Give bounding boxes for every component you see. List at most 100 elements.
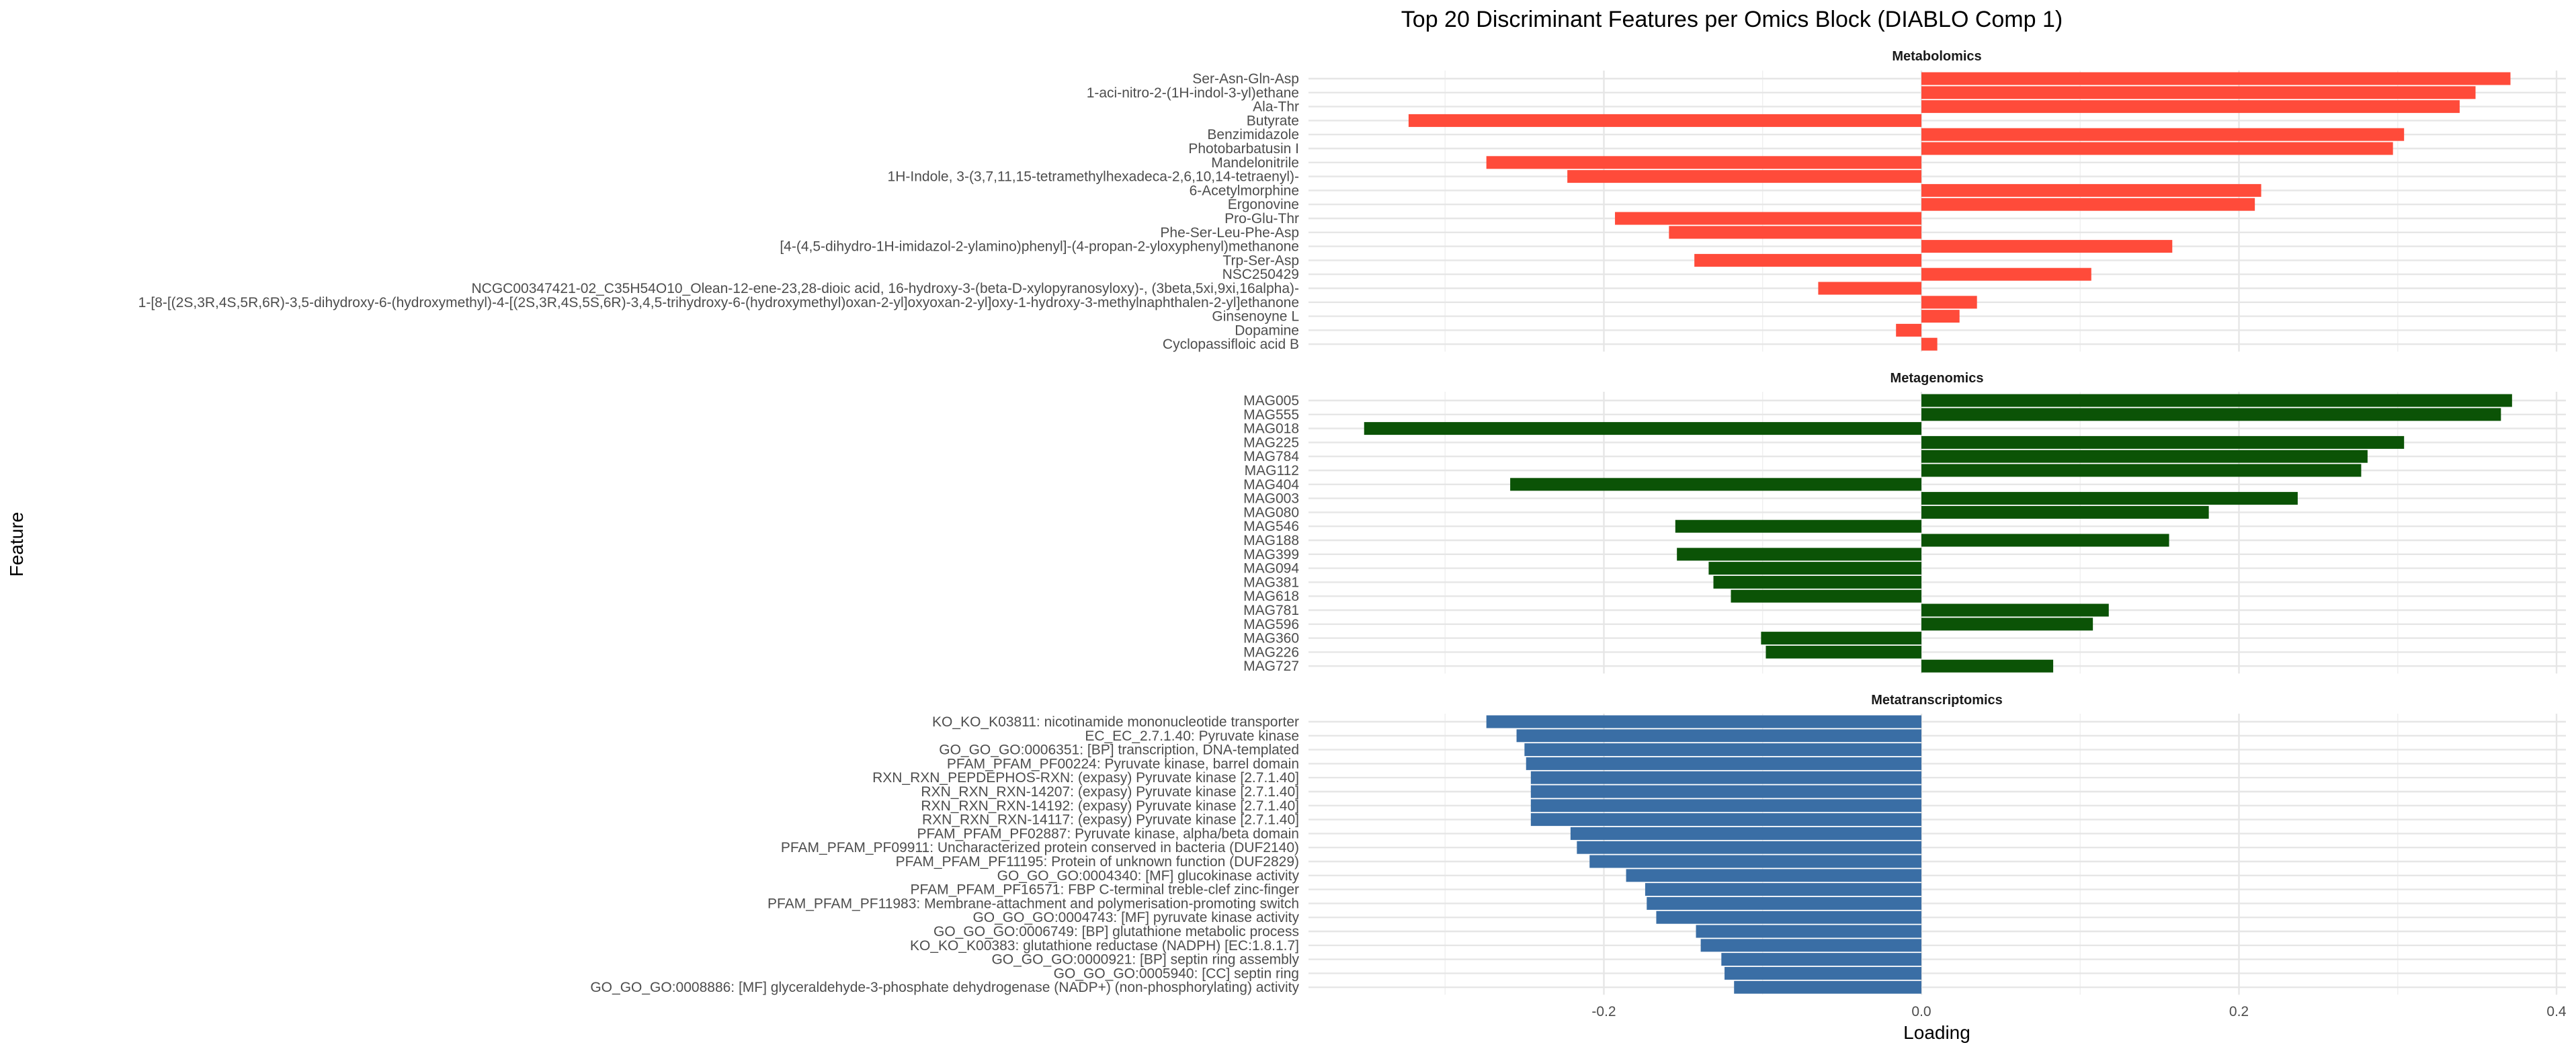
bar-pfam-pfam-pf09911-uncharacterized-prote: [1577, 841, 1921, 854]
bar-rxn-rxn-pepdephos-rxn-expasy-pyruvate: [1530, 771, 1921, 784]
feature-label: MAG188: [1243, 533, 1299, 548]
x-tick-label: 0.4: [2546, 1004, 2567, 1019]
bar-mag080: [1921, 505, 2209, 519]
bar-go-go-go-0000921-bp-septin-ring-assem: [1721, 953, 1921, 966]
feature-label: MAG005: [1243, 393, 1299, 409]
bar-cyclopassifloic-acid-b: [1921, 337, 1938, 351]
bar-ergonovine: [1921, 198, 2255, 211]
feature-label: PFAM_PFAM_PF09911: Uncharacterized prote…: [781, 840, 1299, 855]
feature-label: MAG555: [1243, 407, 1299, 423]
feature-label: GO_GO_GO:0004743: [MF] pyruvate kinase a…: [972, 910, 1299, 925]
feature-label: MAG596: [1243, 617, 1299, 632]
feature-label: GO_GO_GO:0004340: [MF] glucokinase activ…: [997, 868, 1300, 884]
feature-label: NSC250429: [1222, 267, 1299, 282]
feature-label: MAG399: [1243, 547, 1299, 562]
panel-metagenomics: MetagenomicsMAG005MAG555MAG018MAG225MAG7…: [1243, 371, 2566, 674]
feature-label: MAG404: [1243, 477, 1299, 493]
chart-title: Top 20 Discriminant Features per Omics B…: [1401, 7, 2063, 32]
bar-ala-thr: [1921, 100, 2460, 114]
bar-mandelonitrile: [1486, 156, 1921, 169]
feature-label: MAG360: [1243, 631, 1299, 646]
bar-6-acetylmorphine: [1921, 183, 2261, 197]
bar-phe-ser-leu-phe-asp: [1669, 226, 1921, 239]
bar-go-go-go-0004743-mf-pyruvate-kinase-a: [1656, 911, 1921, 924]
feature-label: PFAM_PFAM_PF11983: Membrane-attachment a…: [767, 896, 1299, 911]
feature-label: PFAM_PFAM_PF11195: Protein of unknown fu…: [896, 854, 1299, 870]
feature-label: RXN_RXN_RXN-14207: (expasy) Pyruvate kin…: [921, 784, 1299, 800]
feature-label: Pro-Glu-Thr: [1224, 211, 1299, 226]
bar-mag399: [1677, 548, 1921, 561]
feature-label: Ala-Thr: [1253, 99, 1299, 115]
bar-rxn-rxn-rxn-14117-expasy-pyruvate-kin: [1530, 813, 1921, 827]
feature-label: Cyclopassifloic acid B: [1163, 337, 1299, 352]
bar-ko-ko-k03811-nicotinamide-mononucleotid: [1486, 715, 1921, 728]
feature-label: GO_GO_GO:0000921: [BP] septin ring assem…: [991, 952, 1299, 968]
feature-label: MAG618: [1243, 589, 1299, 604]
feature-label: MAG003: [1243, 491, 1299, 507]
feature-label: RXN_RXN_PEPDEPHOS-RXN: (expasy) Pyruvate…: [872, 770, 1299, 786]
feature-label: Mandelonitrile: [1211, 155, 1299, 171]
bar-mag360: [1761, 632, 1921, 645]
bar-mag596: [1921, 618, 2093, 631]
bar-mag784: [1921, 450, 2368, 463]
feature-label: Photobarbatusin I: [1188, 141, 1299, 157]
x-axis-ticks: -0.2 0.0 0.2 0.4: [1591, 1004, 2567, 1019]
feature-label: MAG381: [1243, 575, 1299, 590]
bar-ser-asn-gln-asp: [1921, 72, 2511, 85]
bar-ko-ko-k00383-glutathione-reductase-nad: [1700, 939, 1921, 952]
feature-label: NCGC00347421-02_C35H54O10_Olean-12-ene-2…: [472, 281, 1299, 296]
bar-mag112: [1921, 464, 2362, 477]
feature-label: RXN_RXN_RXN-14192: (expasy) Pyruvate kin…: [921, 798, 1299, 814]
bar-rxn-rxn-rxn-14207-expasy-pyruvate-kin: [1530, 785, 1921, 798]
feature-label: 1-aci-nitro-2-(1H-indol-3-yl)ethane: [1087, 85, 1299, 101]
bar-go-go-go-0005940-cc-septin-ring: [1725, 966, 1921, 980]
bar-mag005: [1921, 394, 2512, 407]
bar-benzimidazole: [1921, 128, 2405, 141]
bar-dopamine: [1896, 323, 1921, 337]
feature-label: 1-[8-[(2S,3R,4S,5R,6R)-3,5-dihydroxy-6-(…: [138, 295, 1299, 310]
feature-label: Dopamine: [1235, 323, 1299, 338]
bar-pfam-pfam-pf00224-pyruvate-kinase-barr: [1526, 757, 1921, 770]
bar-mag018: [1364, 422, 1921, 435]
x-axis-title: Loading: [1903, 1022, 1970, 1043]
bar-pro-glu-thr: [1615, 212, 1921, 225]
bar-mag546: [1675, 519, 1921, 533]
feature-label: GO_GO_GO:0006351: [BP] transcription, DN…: [939, 743, 1299, 758]
feature-label: GO_GO_GO:0005940: [CC] septin ring: [1054, 966, 1299, 981]
panel-strip-title: Metatranscriptomics: [1871, 693, 2003, 708]
feature-label: Phe-Ser-Leu-Phe-Asp: [1160, 225, 1299, 241]
bar-ginsenoyne-l: [1921, 310, 1960, 323]
feature-label: RXN_RXN_RXN-14117: (expasy) Pyruvate kin…: [922, 812, 1299, 828]
feature-label: MAG080: [1243, 505, 1299, 520]
panel-strip-title: Metabolomics: [1892, 49, 1981, 64]
bar-mag555: [1921, 408, 2501, 421]
bar-rxn-rxn-rxn-14192-expasy-pyruvate-kin: [1530, 799, 1921, 812]
feature-label: Ergonovine: [1228, 197, 1299, 212]
bar-pfam-pfam-pf16571-fbp-c-terminal-treble: [1645, 883, 1921, 896]
feature-label: Trp-Ser-Asp: [1222, 253, 1299, 268]
bar-mag188: [1921, 534, 2169, 547]
bar-mag727: [1921, 659, 2054, 673]
feature-label: 6-Acetylmorphine: [1190, 183, 1299, 198]
bar-ec-ec-2-7-1-40-pyruvate-kinase: [1516, 729, 1921, 743]
bar-mag618: [1731, 589, 1921, 603]
panel-metabolomics: Metabolomics Ser-Asn-Gln-Asp1-aci-nitro-2…: [138, 49, 2566, 352]
feature-label: Ginsenoyne L: [1212, 309, 1299, 325]
feature-label: MAG784: [1243, 449, 1299, 464]
bar-mag381: [1713, 575, 1921, 589]
feature-label: MAG225: [1243, 435, 1299, 450]
feature-label: MAG546: [1243, 519, 1299, 534]
bar-pfam-pfam-pf02887-pyruvate-kinase-alph: [1570, 827, 1921, 840]
bar-ncgc00347421-02-c35h54o10-olean-12-ene-2: [1818, 282, 1921, 295]
bar-1h-indole-3-3-7-11-15-tetramethylhexad: [1567, 170, 1921, 183]
bar-pfam-pfam-pf11983-membrane-attachment-a: [1647, 896, 1921, 910]
feature-label: GO_GO_GO:0008886: [MF] glyceraldehyde-3-…: [590, 980, 1299, 995]
feature-label: PFAM_PFAM_PF02887: Pyruvate kinase, alph…: [917, 826, 1300, 841]
feature-label: MAG226: [1243, 644, 1299, 660]
panel-strip-title: Metagenomics: [1891, 371, 1984, 386]
feature-label: KO_KO_K03811: nicotinamide mononucleotid…: [932, 714, 1299, 730]
bar-go-go-go-0004340-mf-glucokinase-activ: [1626, 869, 1921, 882]
x-tick-label: 0.0: [1911, 1004, 1931, 1019]
x-tick-label: 0.2: [2229, 1004, 2249, 1019]
